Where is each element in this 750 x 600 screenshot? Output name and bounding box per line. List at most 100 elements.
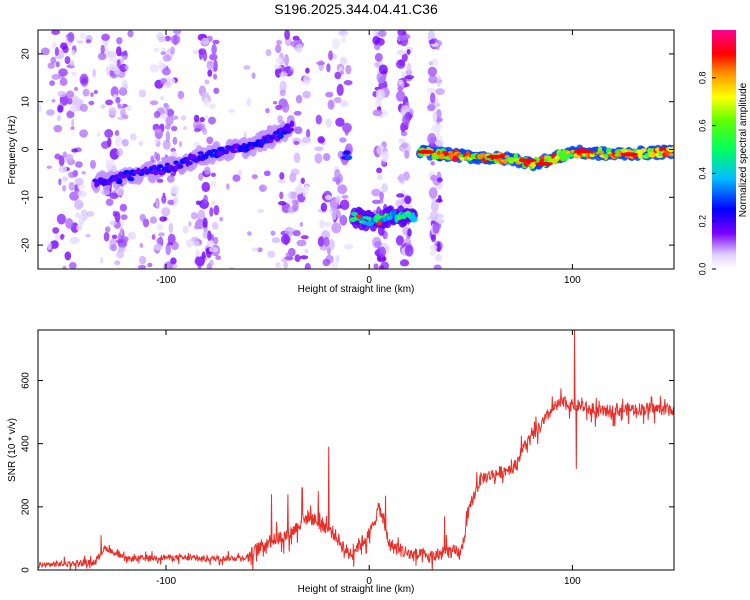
- heatmap-noise-blob: [287, 227, 296, 232]
- heatmap-noise-blob: [304, 248, 309, 254]
- heatmap-noise-blob: [207, 230, 212, 242]
- heatmap-noise-blob: [294, 254, 301, 262]
- heatmap-noise-blob: [432, 222, 440, 234]
- heatmap-noise-blob: [433, 124, 443, 130]
- heatmap-noise-blob: [318, 137, 326, 143]
- heatmap-noise-blob: [372, 236, 382, 249]
- heatmap-noise-blob: [156, 224, 164, 231]
- heatmap-noise-blob: [118, 87, 128, 96]
- heatmap-noise-blob: [51, 73, 61, 80]
- heatmap-noise-blob: [68, 182, 76, 191]
- heatmap-noise-blob: [426, 87, 436, 94]
- heatmap-noise-blob: [279, 80, 287, 93]
- heatmap-noise-blob: [277, 179, 287, 184]
- heatmap-noise-blob: [154, 138, 159, 144]
- heatmap-noise-blob: [274, 64, 282, 70]
- heatmap-peak: [486, 154, 505, 159]
- heatmap-noise-blob: [213, 205, 220, 216]
- heatmap-noise-blob: [229, 266, 234, 269]
- heatmap-noise-blob: [109, 192, 119, 200]
- heatmap-noise-blob: [182, 225, 189, 234]
- heatmap-noise-blob: [109, 55, 118, 64]
- heatmap-noise-blob: [275, 44, 282, 54]
- heatmap-noise-blob: [372, 109, 383, 117]
- heatmap-noise-blob: [65, 153, 74, 163]
- heatmap-peak: [376, 221, 383, 226]
- heatmap-noise-blob: [57, 90, 67, 98]
- heatmap-ridge-core: [197, 151, 204, 155]
- heatmap-noise-blob: [119, 203, 128, 212]
- y-tick-label: 200: [21, 498, 32, 515]
- heatmap-noise-blob: [201, 181, 211, 193]
- x-tick-label: 0: [366, 275, 372, 286]
- heatmap-noise-blob: [52, 227, 60, 234]
- heatmap-noise-blob: [100, 104, 106, 109]
- heatmap-noise-blob: [338, 30, 349, 36]
- heatmap-noise-blob: [341, 194, 349, 199]
- heatmap-noise-blob: [436, 241, 441, 253]
- heatmap-noise-blob: [435, 88, 445, 95]
- heatmap-noise-blob: [56, 115, 61, 122]
- heatmap-noise-blob: [177, 90, 185, 100]
- heatmap-noise-blob: [406, 62, 412, 75]
- heatmap-noise-blob: [109, 220, 118, 226]
- heatmap-noise-blob: [431, 234, 436, 243]
- heatmap-noise-blob: [215, 255, 222, 261]
- heatmap-noise-blob: [114, 130, 120, 137]
- heatmap-noise-blob: [374, 52, 383, 62]
- y-tick-label: 0: [21, 146, 32, 152]
- heatmap-noise-blob: [300, 177, 305, 184]
- heatmap-noise-blob: [334, 97, 342, 104]
- heatmap-noise-blob: [105, 226, 111, 233]
- heatmap-noise-blob: [340, 56, 348, 66]
- heatmap-noise-blob: [337, 184, 348, 195]
- heatmap-noise-blob: [399, 259, 410, 267]
- heatmap-noise-blob: [158, 232, 165, 237]
- heatmap-noise-blob: [165, 243, 171, 256]
- heatmap-noise-blob: [323, 153, 331, 162]
- heatmap-ridge-core: [148, 170, 155, 175]
- snr-axes: -100 0 100 0 200 400 600: [21, 330, 674, 587]
- heatmap-noise-blob: [271, 237, 281, 244]
- heatmap-noise-blob: [381, 151, 389, 163]
- heatmap-noise-blob: [101, 33, 110, 41]
- heatmap-noise-blob: [430, 245, 438, 250]
- heatmap-noise-blob: [59, 77, 68, 87]
- heatmap-noise-blob: [430, 161, 435, 166]
- heatmap-noise-blob: [321, 230, 331, 240]
- heatmap-noise-blob: [327, 99, 335, 110]
- heatmap-noise-blob: [371, 188, 381, 197]
- heatmap-noise-blob: [328, 239, 335, 251]
- heatmap-ridge-core: [503, 160, 508, 164]
- heatmap-noise-blob: [206, 136, 214, 145]
- heatmap-noise-blob: [299, 221, 304, 227]
- heatmap-noise-blob: [108, 106, 117, 116]
- heatmap-noise-blob: [51, 30, 60, 35]
- heatmap-noise-blob: [71, 148, 78, 153]
- heatmap-noise-blob: [279, 191, 284, 200]
- heatmap-noise-blob: [170, 115, 179, 120]
- heatmap-noise-blob: [211, 222, 219, 230]
- heatmap-noise-blob: [149, 100, 159, 106]
- x-tick-label: 0: [366, 576, 372, 587]
- heatmap-noise-blob: [158, 36, 167, 43]
- heatmap-noise-blob: [85, 234, 91, 238]
- snr-plot-area: [38, 330, 674, 570]
- heatmap-noise-blob: [344, 244, 354, 250]
- heatmap-noise-blob: [74, 177, 84, 186]
- heatmap-noise-blob: [219, 216, 224, 222]
- heatmap-noise-blob: [197, 209, 206, 222]
- spectrogram-heatmap: [38, 30, 674, 269]
- heatmap-noise-blob: [193, 128, 201, 133]
- heatmap-noise-blob: [407, 228, 412, 237]
- heatmap-noise-blob: [284, 54, 289, 67]
- heatmap-noise-blob: [171, 125, 178, 132]
- heatmap-noise-blob: [98, 52, 107, 61]
- heatmap-noise-blob: [283, 261, 289, 269]
- heatmap-noise-blob: [75, 161, 83, 168]
- heatmap-noise-blob: [293, 152, 301, 164]
- heatmap-ridge-core: [185, 161, 193, 166]
- heatmap-noise-blob: [201, 251, 206, 260]
- heatmap-noise-blob: [53, 125, 63, 133]
- heatmap-noise-blob: [434, 140, 444, 146]
